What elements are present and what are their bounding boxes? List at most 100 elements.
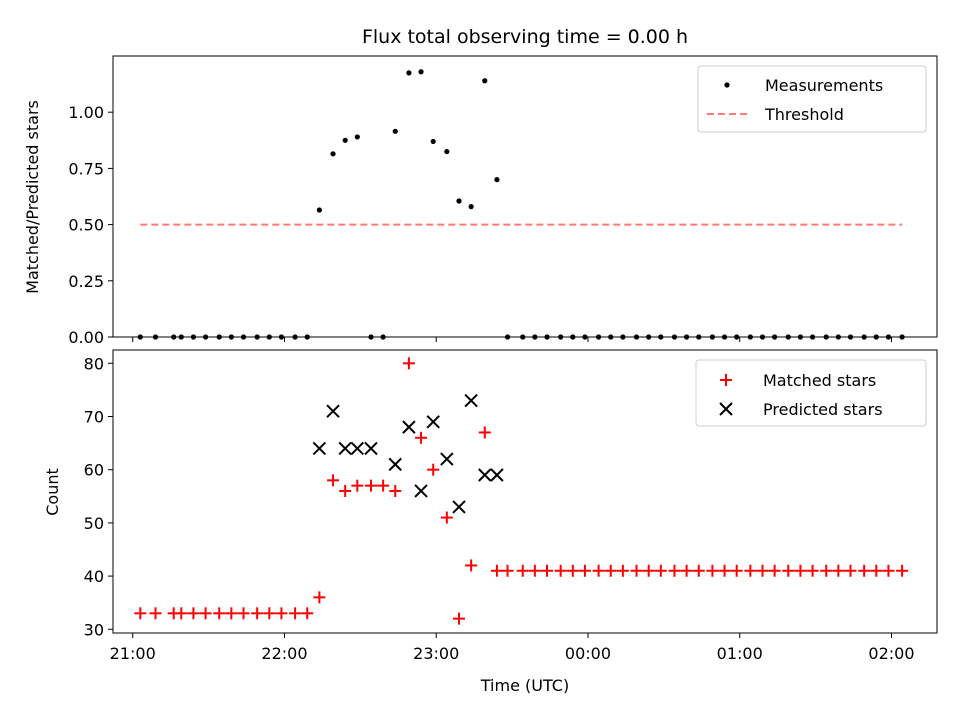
measurement-point [823, 334, 829, 340]
measurement-point [368, 334, 374, 340]
measurement-point [885, 334, 892, 340]
star-count-panel: 30 40 50 60 70 80 21:00 22:00 23:00 00:00 01:00 02:… [43, 349, 938, 695]
x-tick-label: 23:00 [413, 644, 459, 663]
matched-star-point [858, 564, 871, 577]
flux-ratio-panel: Flux total observing time = 0.00 h 0.000… [23, 26, 938, 347]
predicted-star-point [338, 441, 352, 456]
matched-star-point [301, 607, 314, 620]
predicted-star-point [452, 500, 466, 514]
matched-star-point [744, 564, 757, 577]
measurement-point [342, 137, 348, 143]
legend-bottom-box [695, 359, 927, 427]
matched-star-point [541, 564, 554, 577]
y-tick-label-bottom: 30 [84, 620, 104, 639]
measurement-point [171, 334, 177, 340]
matched-star-point [896, 564, 909, 577]
matched-star-point [313, 591, 326, 604]
measurement-point [671, 334, 678, 340]
matched-star-point [882, 564, 895, 577]
predicted-star-point [312, 441, 327, 456]
measurement-point [899, 334, 905, 340]
x-tick-label: 22:00 [261, 644, 307, 663]
predicted-star-point [426, 415, 440, 429]
matched-star-point [251, 607, 264, 620]
measurements-series [137, 69, 905, 340]
matched-star-point [490, 564, 503, 577]
measurement-point [444, 148, 450, 155]
matched-star-point [844, 564, 857, 577]
measurement-point [278, 334, 285, 340]
matched-star-point [327, 474, 340, 487]
measurement-point [292, 334, 298, 340]
matched-star-point [452, 612, 465, 625]
measurement-point [696, 334, 702, 340]
chart-title: Flux total observing time = 0.00 h [362, 26, 688, 48]
matched-star-point [692, 564, 705, 577]
legend-matched-marker [720, 374, 732, 386]
matched-star-point [516, 564, 529, 577]
predicted-stars-series [312, 393, 504, 514]
measurement-point [137, 334, 143, 340]
legend-measurements-label: Measurements [765, 76, 883, 95]
legend-predicted-marker [719, 402, 733, 416]
matched-star-point [377, 479, 390, 492]
measurement-point [809, 334, 816, 340]
measurement-point [418, 69, 424, 75]
measurement-point [330, 151, 336, 157]
matched-star-point [718, 564, 731, 577]
matched-star-point [832, 564, 845, 577]
matched-star-point [630, 564, 643, 577]
legend-threshold-label: Threshold [764, 105, 844, 124]
predicted-star-point [350, 441, 365, 456]
predicted-star-point [364, 441, 378, 456]
matched-star-point [478, 426, 491, 439]
matched-star-point [213, 607, 226, 620]
matched-star-point [364, 479, 377, 492]
matched-star-point [225, 607, 238, 620]
x-tick-label: 00:00 [565, 644, 611, 663]
y-tick-label-top: 1.00 [68, 103, 104, 122]
matched-star-point [134, 607, 147, 620]
measurement-point [254, 334, 260, 340]
legend-measurements-marker [724, 82, 730, 88]
matched-star-point [339, 484, 352, 497]
matched-star-point [578, 564, 591, 577]
y-tick-label-bottom: 50 [84, 514, 104, 533]
x-axis-label: Time (UTC) [480, 676, 569, 695]
y-tick-label-top: 0.50 [68, 216, 104, 235]
legend-top-box [697, 65, 927, 133]
measurement-point [504, 334, 511, 340]
y-tick-label-bottom: 80 [84, 354, 104, 373]
measurement-point [633, 334, 640, 340]
predicted-star-point [478, 468, 492, 482]
measurement-point [202, 334, 209, 340]
measurement-point [684, 334, 690, 340]
measurement-point [835, 334, 841, 340]
matched-star-point [756, 564, 769, 577]
measurement-point [430, 138, 436, 145]
measurement-point [595, 334, 602, 340]
measurement-point [178, 334, 184, 340]
matched-star-point [820, 564, 833, 577]
matched-star-point [642, 564, 655, 577]
measurement-point [734, 334, 740, 340]
legend-bottom: Matched stars Predicted stars [695, 359, 927, 427]
measurement-point [482, 78, 488, 84]
bottom-axes-frame [112, 349, 938, 634]
measurement-point [392, 128, 398, 134]
matched-star-point [806, 564, 819, 577]
y-axis-label-bottom: Count [43, 468, 62, 516]
measurement-point [785, 334, 791, 340]
matched-star-point [870, 564, 883, 577]
y-axis-label-top: Matched/Predicted stars [23, 100, 42, 294]
predicted-star-point [402, 420, 416, 434]
y-tick-label-top: 0.25 [68, 272, 104, 291]
measurement-point [468, 204, 474, 210]
measurement-point [797, 334, 804, 340]
measurement-point [646, 334, 652, 340]
matched-star-point [237, 607, 250, 620]
measurement-point [456, 198, 462, 204]
measurement-point [747, 334, 753, 340]
measurement-point [380, 334, 386, 340]
